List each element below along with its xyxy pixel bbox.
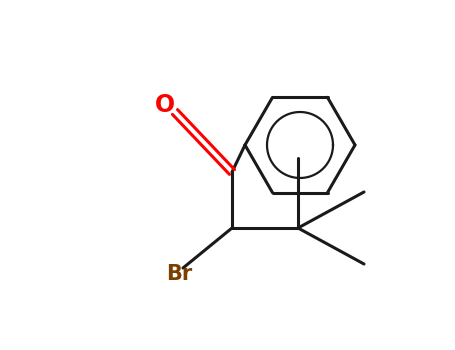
Text: O: O <box>155 93 175 117</box>
Text: Br: Br <box>166 264 192 284</box>
